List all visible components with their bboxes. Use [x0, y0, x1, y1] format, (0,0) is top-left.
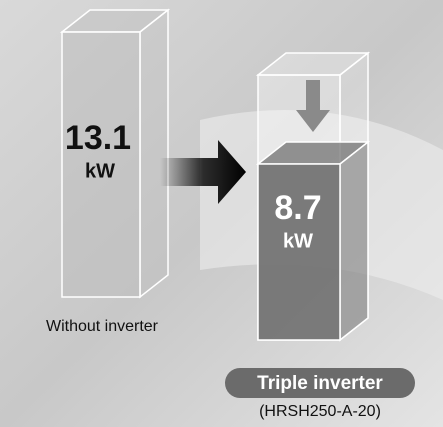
annotation: (HRSH250-A-20) — [259, 403, 381, 420]
category-label: Triple inverter — [257, 373, 383, 394]
arrow — [160, 140, 246, 204]
bar-side — [339, 140, 369, 342]
category-label: Without inverter — [46, 318, 159, 335]
value-label: 13.1 — [65, 119, 131, 157]
bar — [61, 31, 141, 298]
value-label: 8.7 — [274, 189, 321, 227]
category-pill — [225, 368, 415, 398]
unit-label: kW — [283, 230, 313, 252]
unit-label: kW — [85, 160, 115, 182]
bar — [257, 163, 341, 341]
down-arrow — [296, 80, 330, 132]
bar-side — [139, 8, 169, 299]
